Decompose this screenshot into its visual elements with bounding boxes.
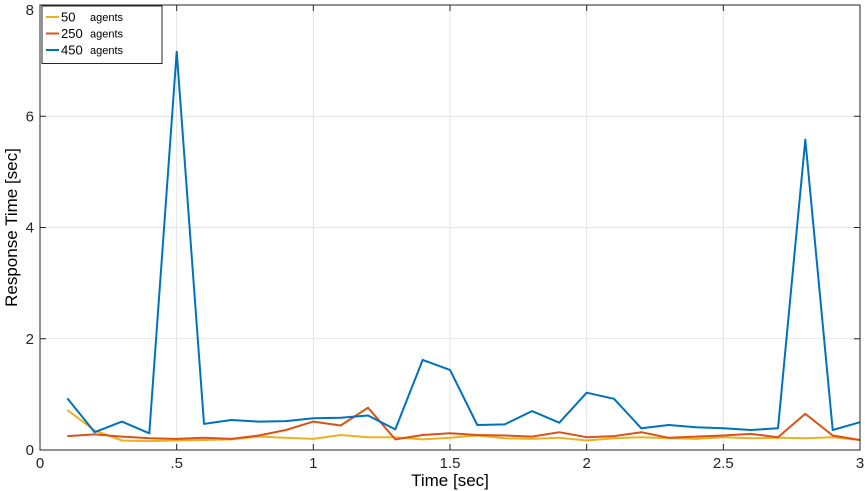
x-tick-label-5: 2.5 [713,455,734,472]
legend-unit-50: agents [90,12,124,24]
x-tick-label-2: 1 [309,455,317,472]
legend-box [41,5,163,64]
y-tick-label-1: 2 [26,331,34,348]
series-line-250 [67,406,861,441]
x-tick-label-3: 1.5 [440,455,461,472]
legend: 50 agents 250 agents 450 agents [41,5,163,64]
x-tick-label-4: 2 [582,455,590,472]
series-line-50 [66,409,861,443]
y-axis-title: Response Time [sec] [2,148,21,307]
y-tick-label-2: 4 [26,220,34,237]
series-line-450 [66,50,861,435]
y-tick-label-3: 6 [26,108,34,125]
x-tick-label-0: 0 [36,455,44,472]
y-tick-label-0: 0 [26,442,34,459]
x-tick-label-1: .5 [170,455,183,472]
axis-ticks: 0 .5 1 1.5 2 2.5 3 0 2 4 6 8 [26,2,865,472]
legend-label-450: 450 [61,43,83,58]
legend-label-50: 50 [61,10,75,25]
legend-unit-250: agents [90,29,124,41]
legend-label-250: 250 [61,26,83,41]
x-axis-title: Time [sec] [411,471,489,490]
legend-unit-450: agents [90,45,124,57]
grid-lines [39,4,861,451]
series-lines [66,50,861,443]
x-tick-label-6: 3 [856,455,864,472]
y-tick-label-4: 8 [26,2,34,19]
